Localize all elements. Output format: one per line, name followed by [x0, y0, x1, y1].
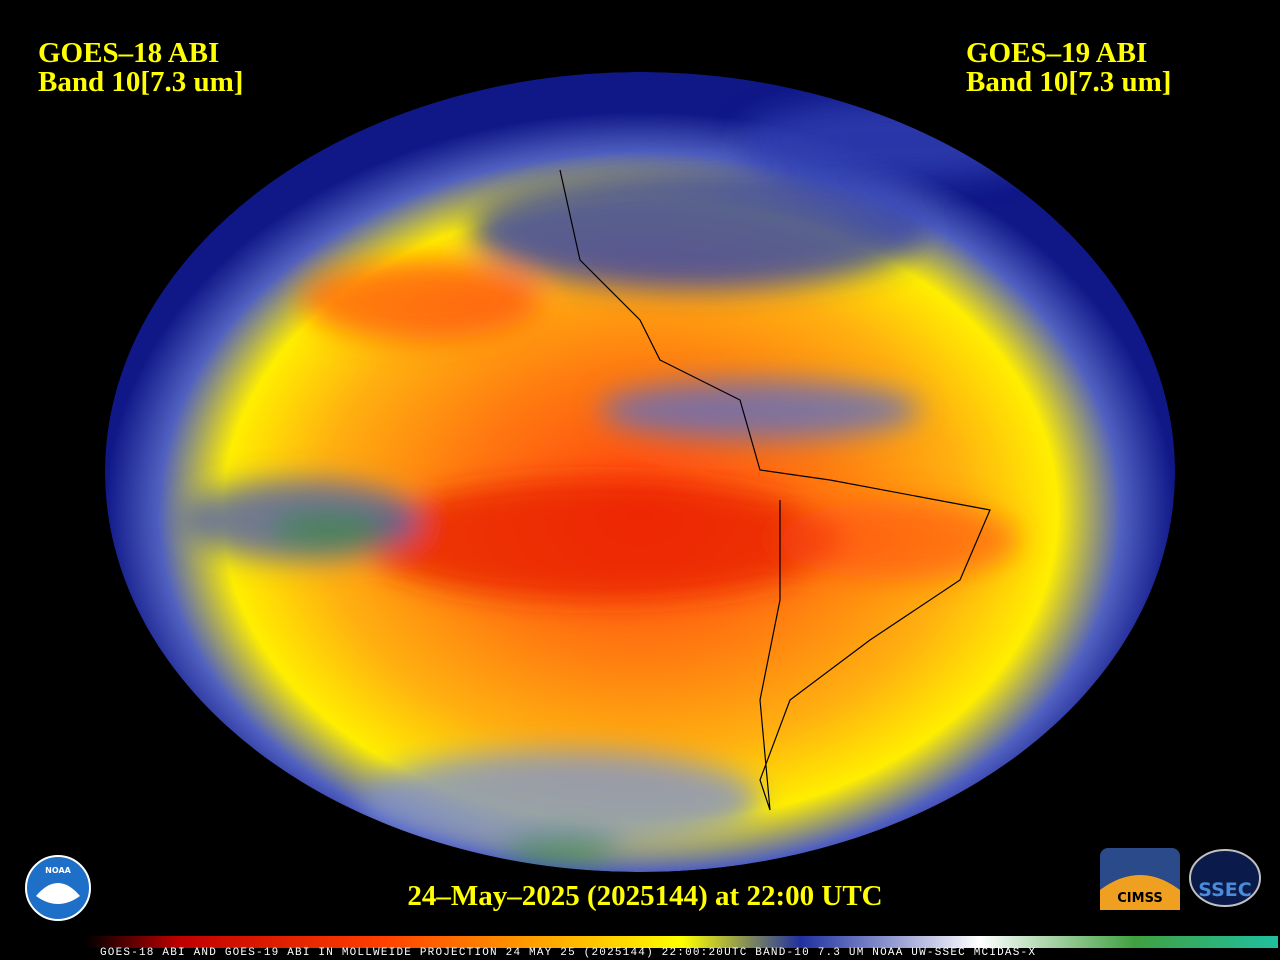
- footer: GOES-18 ABI AND GOES-19 ABI IN MOLLWEIDE…: [100, 947, 1036, 959]
- cimss-logo: CIMSS: [1100, 848, 1180, 910]
- noaa-label: NOAA: [45, 866, 71, 875]
- cimss-label: CIMSS: [1117, 891, 1162, 906]
- timestamp: 24–May–2025 (2025144) at 22:00 UTC: [407, 880, 882, 912]
- ssec-logo: SSEC: [1189, 849, 1261, 907]
- right-satellite: GOES–19 ABI: [966, 37, 1147, 69]
- globe: [105, 72, 1175, 872]
- right-band: Band 10[7.3 um]: [966, 66, 1171, 98]
- noaa-logo: NOAA: [25, 855, 91, 921]
- ssec-label: SSEC: [1198, 879, 1251, 901]
- left-band: Band 10[7.3 um]: [38, 66, 243, 98]
- left-satellite: GOES–18 ABI: [38, 37, 219, 69]
- color-bar: [85, 936, 1278, 948]
